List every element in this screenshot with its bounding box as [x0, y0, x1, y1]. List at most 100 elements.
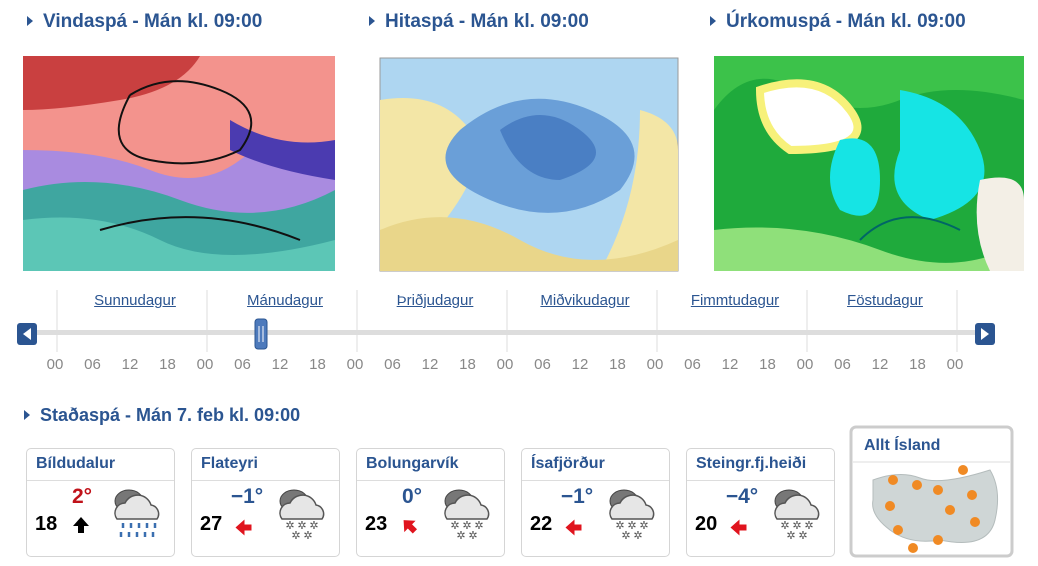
card-divider	[27, 480, 174, 481]
all-iceland-box[interactable]	[849, 425, 1014, 558]
day-link[interactable]: Miðvikudagur	[540, 292, 630, 309]
map-title[interactable]: Hitaspá - Mán kl. 09:00	[369, 11, 589, 33]
wind-arrow	[71, 515, 91, 540]
svg-text:✲: ✲	[309, 520, 318, 532]
station-name: Bíldudalur	[36, 455, 116, 472]
svg-text:✲: ✲	[285, 520, 294, 532]
card-divider	[687, 480, 834, 481]
day-link[interactable]: Þriðjudagur	[396, 292, 474, 309]
svg-text:✲: ✲	[462, 520, 471, 532]
hour-label: 18	[909, 356, 926, 373]
station-card[interactable]: Bíldudalur 2° 18	[26, 448, 175, 557]
slider-thumb[interactable]	[254, 318, 268, 350]
day-link[interactable]: Fimmtudagur	[690, 292, 780, 309]
hour-label: 12	[421, 356, 439, 373]
wind-arrow	[729, 518, 754, 538]
wind-speed: 18	[35, 513, 58, 535]
svg-text:✲: ✲	[450, 520, 459, 532]
day-link[interactable]: Mánudagur	[247, 292, 323, 309]
hour-label: 12	[571, 356, 589, 373]
station-card[interactable]: Ísafjörður −1° 22 ✲ ✲ ✲ ✲ ✲	[521, 448, 670, 557]
day-link[interactable]: Sunnudagur	[94, 292, 176, 309]
temperature: −4°	[725, 485, 759, 508]
station-card[interactable]: Flateyri −1° 27 ✲ ✲ ✲ ✲ ✲	[191, 448, 340, 557]
hour-label: 12	[121, 356, 139, 373]
weather-icon	[114, 489, 160, 537]
wind-speed: 22	[530, 513, 553, 535]
hour-label: 00	[346, 356, 364, 373]
wind-map[interactable]	[23, 56, 335, 271]
timeline	[17, 318, 995, 350]
map-title[interactable]: Úrkomuspá - Mán kl. 09:00	[710, 11, 966, 33]
weather-icon: ✲ ✲ ✲✲ ✲	[774, 489, 820, 542]
weather-icon: ✲ ✲ ✲✲ ✲	[279, 489, 325, 542]
hour-label: 00	[946, 356, 964, 373]
hour-label: 18	[459, 356, 476, 373]
temperature: −1°	[230, 485, 264, 508]
forecast-title: Staðaspá - Mán 7. feb kl. 09:00	[24, 405, 300, 426]
hour-label: 18	[759, 356, 776, 373]
wind-arrow	[395, 512, 427, 544]
wind-arrow	[234, 518, 259, 538]
hour-label: 12	[721, 356, 739, 373]
station-name: Flateyri	[201, 455, 258, 472]
wind-speed: 23	[365, 513, 388, 535]
svg-text:✲: ✲	[627, 520, 636, 532]
hour-label: 06	[234, 356, 251, 373]
hour-label: 18	[309, 356, 326, 373]
hour-label: 06	[684, 356, 701, 373]
svg-text:✲: ✲	[804, 520, 813, 532]
prev-button[interactable]	[17, 323, 37, 345]
svg-text:✲: ✲	[291, 530, 300, 542]
station-card[interactable]: Steingr.fj.heiði −4° 20 ✲ ✲ ✲ ✲ ✲	[686, 448, 835, 557]
station-card[interactable]: Bolungarvík 0° 23 ✲ ✲ ✲ ✲ ✲	[356, 448, 505, 557]
hour-label: 00	[46, 356, 64, 373]
svg-text:✲: ✲	[780, 520, 789, 532]
slider-track[interactable]	[37, 330, 975, 335]
hour-label: 12	[871, 356, 889, 373]
svg-text:✲: ✲	[639, 520, 648, 532]
map-title[interactable]: Vindaspá - Mán kl. 09:00	[27, 11, 262, 33]
station-name: Ísafjörður	[531, 455, 605, 472]
hour-label: 12	[271, 356, 289, 373]
svg-text:✲: ✲	[456, 530, 465, 542]
hour-label: 00	[496, 356, 514, 373]
hour-label: 06	[534, 356, 551, 373]
hour-label: 00	[196, 356, 214, 373]
weather-icon: ✲ ✲ ✲✲ ✲	[609, 489, 655, 542]
station-name: Steingr.fj.heiði	[696, 455, 807, 472]
temperature: 2°	[71, 485, 93, 508]
temperature: 0°	[401, 485, 423, 508]
svg-text:✲: ✲	[615, 520, 624, 532]
svg-text:✲: ✲	[792, 520, 801, 532]
temperature: −1°	[560, 485, 594, 508]
hour-label: 18	[609, 356, 626, 373]
hour-label: 00	[796, 356, 814, 373]
svg-text:✲: ✲	[633, 530, 642, 542]
day-link[interactable]: Föstudagur	[847, 292, 923, 309]
all-iceland-title[interactable]: Allt Ísland	[864, 437, 941, 454]
svg-text:✲: ✲	[297, 520, 306, 532]
hour-label: 06	[384, 356, 401, 373]
card-divider	[192, 480, 339, 481]
wind-arrow	[564, 518, 589, 538]
svg-text:✲: ✲	[786, 530, 795, 542]
svg-text:✲: ✲	[468, 530, 477, 542]
weather-icon: ✲ ✲ ✲✲ ✲	[444, 489, 490, 542]
station-name: Bolungarvík	[366, 455, 459, 472]
wind-speed: 20	[695, 513, 718, 535]
temp-map[interactable]	[379, 57, 679, 272]
svg-text:✲: ✲	[303, 530, 312, 542]
svg-text:✲: ✲	[474, 520, 483, 532]
card-divider	[522, 480, 669, 481]
hour-label: 18	[159, 356, 176, 373]
hour-label: 06	[84, 356, 101, 373]
hour-label: 00	[646, 356, 664, 373]
hour-label: 06	[834, 356, 851, 373]
precip-map[interactable]	[714, 56, 1024, 271]
wind-speed: 27	[200, 513, 223, 535]
station-dots	[885, 465, 980, 553]
next-button[interactable]	[975, 323, 995, 345]
